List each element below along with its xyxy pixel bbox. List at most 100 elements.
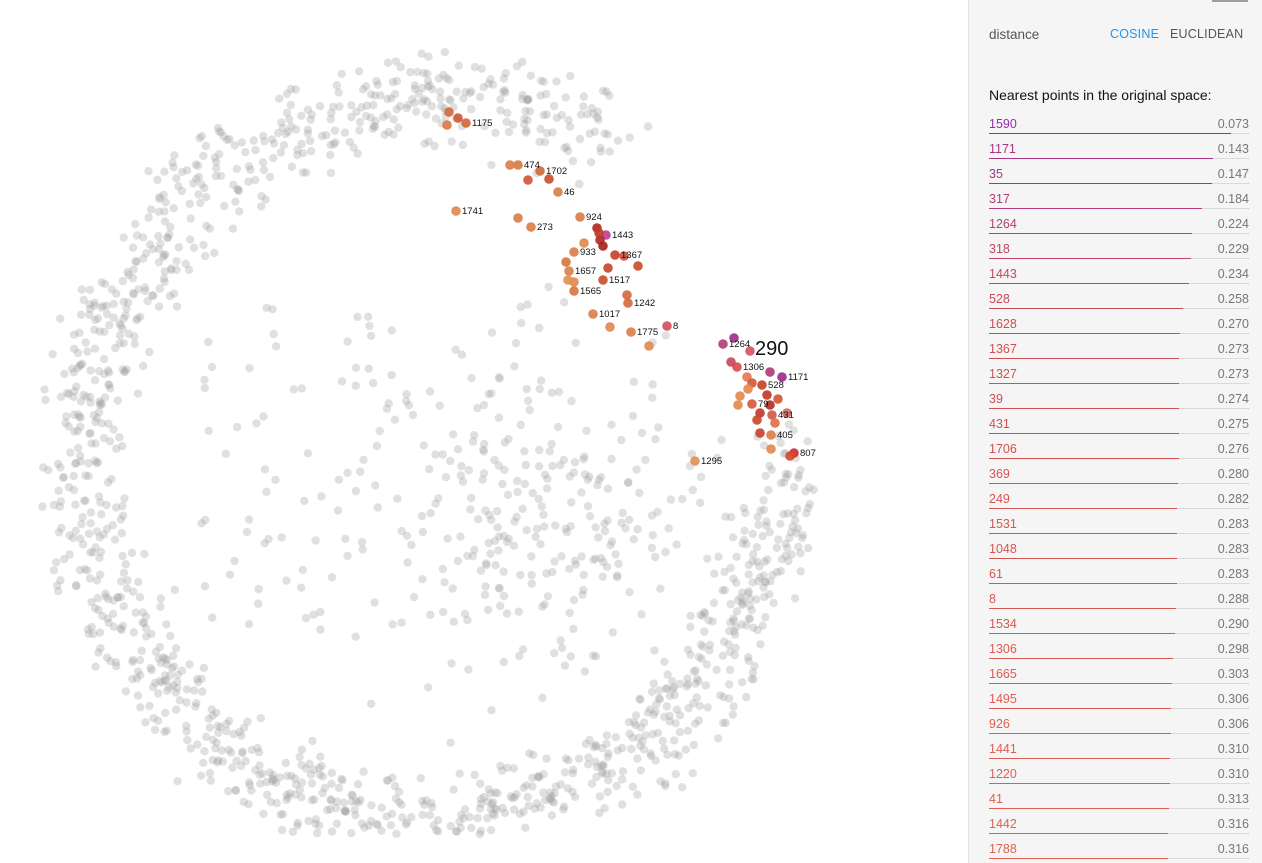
- background-point[interactable]: [580, 667, 590, 676]
- background-point[interactable]: [552, 113, 561, 123]
- background-point[interactable]: [607, 420, 616, 429]
- background-point[interactable]: [343, 468, 352, 477]
- background-point[interactable]: [351, 363, 361, 372]
- background-point[interactable]: [591, 652, 601, 661]
- background-point[interactable]: [445, 75, 454, 85]
- neighbor-point[interactable]: [770, 418, 780, 428]
- background-point[interactable]: [388, 620, 397, 629]
- nearest-point-id-link[interactable]: 369: [989, 467, 1010, 481]
- background-point[interactable]: [418, 796, 427, 806]
- background-point[interactable]: [665, 717, 674, 726]
- background-point[interactable]: [724, 694, 734, 703]
- nearest-point-id-link[interactable]: 1306: [989, 642, 1017, 656]
- background-point[interactable]: [777, 555, 787, 564]
- background-point[interactable]: [596, 473, 606, 482]
- background-point[interactable]: [155, 194, 164, 204]
- background-point[interactable]: [632, 465, 641, 474]
- background-point[interactable]: [79, 390, 88, 400]
- background-point[interactable]: [293, 145, 302, 154]
- background-point[interactable]: [783, 543, 792, 553]
- background-point[interactable]: [603, 787, 612, 797]
- background-point[interactable]: [166, 631, 175, 641]
- background-point[interactable]: [267, 135, 277, 144]
- background-point[interactable]: [647, 511, 657, 520]
- background-point[interactable]: [569, 624, 578, 634]
- background-point[interactable]: [225, 134, 234, 144]
- background-point[interactable]: [182, 685, 192, 694]
- background-point[interactable]: [291, 780, 301, 789]
- nearest-point-row[interactable]: 1220 0.310: [989, 763, 1249, 788]
- background-point[interactable]: [669, 682, 678, 692]
- background-point[interactable]: [789, 482, 799, 492]
- background-point[interactable]: [446, 738, 455, 747]
- background-point[interactable]: [439, 607, 448, 617]
- background-point[interactable]: [139, 361, 148, 371]
- background-point[interactable]: [484, 390, 493, 399]
- background-point[interactable]: [618, 767, 628, 776]
- background-point[interactable]: [160, 277, 169, 287]
- background-point[interactable]: [675, 679, 685, 689]
- background-point[interactable]: [85, 310, 94, 319]
- background-point[interactable]: [593, 107, 603, 116]
- background-point[interactable]: [70, 410, 79, 419]
- background-point[interactable]: [598, 86, 608, 96]
- background-point[interactable]: [307, 779, 317, 788]
- background-point[interactable]: [655, 686, 664, 695]
- background-point[interactable]: [547, 811, 557, 820]
- background-point[interactable]: [539, 110, 548, 120]
- background-point[interactable]: [515, 651, 524, 661]
- background-point[interactable]: [438, 564, 448, 574]
- background-point[interactable]: [351, 381, 360, 390]
- background-point[interactable]: [384, 127, 393, 137]
- background-point[interactable]: [216, 128, 226, 137]
- background-point[interactable]: [701, 681, 711, 690]
- background-point[interactable]: [569, 765, 578, 774]
- background-point[interactable]: [215, 149, 224, 159]
- background-point[interactable]: [366, 816, 376, 826]
- background-point[interactable]: [583, 501, 593, 511]
- background-point[interactable]: [111, 658, 121, 667]
- background-point[interactable]: [96, 644, 105, 653]
- background-point[interactable]: [193, 740, 202, 749]
- background-point[interactable]: [196, 771, 206, 780]
- background-point[interactable]: [217, 746, 226, 755]
- background-point[interactable]: [135, 656, 145, 665]
- background-point[interactable]: [745, 601, 755, 610]
- background-point[interactable]: [383, 110, 392, 119]
- background-point[interactable]: [617, 518, 626, 527]
- background-point[interactable]: [522, 781, 531, 790]
- background-point[interactable]: [244, 177, 253, 186]
- background-point[interactable]: [84, 459, 93, 468]
- background-point[interactable]: [665, 691, 675, 700]
- background-point[interactable]: [326, 140, 335, 149]
- background-point[interactable]: [224, 786, 233, 796]
- background-point[interactable]: [364, 821, 374, 830]
- background-point[interactable]: [493, 523, 502, 532]
- background-point[interactable]: [376, 91, 385, 100]
- background-point[interactable]: [760, 592, 769, 602]
- nearest-point-row[interactable]: 1306 0.298: [989, 638, 1249, 663]
- background-point[interactable]: [674, 751, 683, 760]
- neighbor-point[interactable]: [563, 275, 573, 285]
- background-point[interactable]: [426, 509, 435, 518]
- background-point[interactable]: [742, 621, 751, 630]
- background-point[interactable]: [69, 392, 78, 402]
- background-point[interactable]: [349, 143, 358, 152]
- background-point[interactable]: [370, 598, 379, 607]
- background-point[interactable]: [95, 397, 104, 406]
- background-point[interactable]: [738, 539, 747, 548]
- nearest-point-row[interactable]: 35 0.147: [989, 163, 1249, 188]
- background-point[interactable]: [556, 461, 565, 470]
- background-point[interactable]: [542, 110, 551, 119]
- background-point[interactable]: [496, 761, 505, 770]
- neighbor-point[interactable]: [453, 113, 463, 123]
- background-point[interactable]: [567, 396, 576, 406]
- background-point[interactable]: [259, 165, 269, 175]
- background-point[interactable]: [91, 417, 100, 427]
- background-point[interactable]: [337, 69, 346, 79]
- background-point[interactable]: [353, 780, 363, 789]
- background-point[interactable]: [547, 439, 556, 449]
- background-point[interactable]: [617, 775, 627, 784]
- background-point[interactable]: [108, 609, 118, 619]
- background-point[interactable]: [403, 558, 412, 567]
